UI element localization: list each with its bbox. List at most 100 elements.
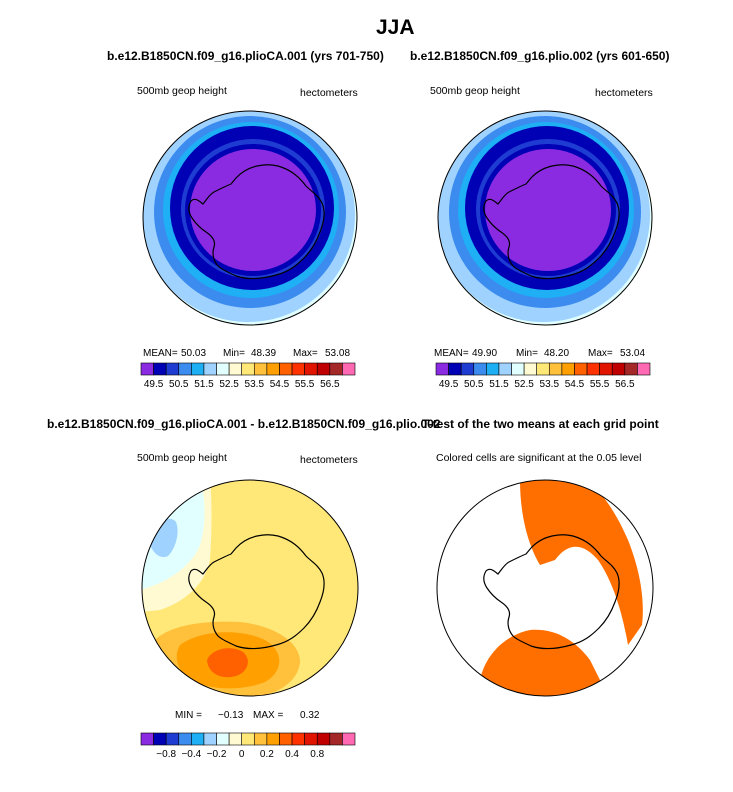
main-title: JJA: [376, 16, 415, 39]
colorbar-bl-swatch: [241, 732, 255, 746]
map-top-left: [143, 111, 357, 325]
colorbar-tr-swatch: [536, 362, 550, 376]
colorbar-top-left: 49.5 50.5 51.5 52.5 53.5 54.5 55.5 56.5: [140, 362, 356, 390]
colorbar-tl-label: 55.5: [295, 379, 315, 390]
stats-max-tr: 53.04: [620, 348, 646, 359]
colorbar-tr-label: 56.5: [615, 379, 635, 390]
panel-title-bottom-left: b.e12.B1850CN.f09_g16.plioCA.001 - b.e12…: [47, 417, 441, 431]
colorbar-bl-swatch: [178, 732, 192, 746]
colorbar-bl-swatch: [191, 732, 205, 746]
colorbar-bl-swatch: [304, 732, 318, 746]
colorbar-tl-label: 51.5: [194, 379, 214, 390]
colorbar-tr-swatch: [523, 362, 538, 376]
colorbar-tr-swatch: [498, 362, 512, 376]
colorbar-bl-label: 0.8: [310, 749, 324, 760]
colorbar-tl-swatch: [165, 362, 180, 376]
stats-min-label-tl: Min=: [223, 348, 245, 359]
stats-min-label-tr: Min=: [516, 348, 538, 359]
colorbar-bl-swatch: [316, 732, 331, 746]
map-border-bottom-right: [436, 479, 654, 697]
colorbar-tr-label: 53.5: [540, 379, 560, 390]
panel-title-top-left: b.e12.B1850CN.f09_g16.plioCA.001 (yrs 70…: [107, 49, 384, 63]
map-top-right: [438, 111, 652, 325]
map-bottom-left: [142, 480, 358, 696]
colorbar-tr-swatch: [586, 362, 600, 376]
colorbar-bl-swatch: [165, 732, 180, 746]
colorbar-tl-swatch: [178, 362, 192, 376]
stats-max-label-tl: Max=: [293, 348, 318, 359]
colorbar-tr-label: 52.5: [514, 379, 534, 390]
colorbar-bl-label: −0.8: [156, 749, 176, 760]
colorbar-tl-swatch: [140, 362, 154, 376]
colorbar-bl-label: 0.4: [285, 749, 299, 760]
colorbar-tl-swatch: [216, 362, 230, 376]
stats-min-label-bl: MIN =: [175, 710, 202, 721]
variable-label-bottom-left: 500mb geop height: [137, 452, 227, 464]
colorbar-tr-label: 50.5: [464, 379, 484, 390]
stats-mean-tl: 50.03: [181, 348, 207, 359]
stats-min-tl: 48.39: [251, 348, 277, 359]
colorbar-bl-label: 0.2: [260, 749, 274, 760]
colorbar-bl-swatch: [140, 732, 154, 746]
colorbar-tr-swatch: [599, 362, 613, 376]
colorbar-tr-swatch: [460, 362, 475, 376]
map-border-top-right: [437, 110, 653, 326]
stats-min-bl: −0.13: [218, 710, 244, 721]
colorbar-bl-label: −0.2: [207, 749, 227, 760]
colorbar-tl-swatch: [279, 362, 293, 376]
colorbar-bottom-left: −0.8 −0.4 −0.2 0 0.2 0.4 0.8: [140, 732, 356, 760]
map-border-bottom-left: [141, 479, 359, 697]
colorbar-tl-swatch: [228, 362, 243, 376]
significance-note: Colored cells are significant at the 0.0…: [436, 452, 642, 464]
colorbar-bl-swatch: [153, 732, 167, 746]
map-border-top-left: [142, 110, 358, 326]
colorbar-bl-swatch: [266, 732, 280, 746]
units-label-top-right: hectometers: [595, 87, 653, 99]
colorbar-tl-label: 54.5: [270, 379, 290, 390]
colorbar-tr-swatch: [435, 362, 449, 376]
colorbar-tl-swatch: [253, 362, 268, 376]
colorbar-bl-swatch: [203, 732, 217, 746]
colorbar-tl-label: 53.5: [245, 379, 265, 390]
stats-max-label-tr: Max=: [588, 348, 613, 359]
colorbar-tl-swatch: [191, 362, 205, 376]
colorbar-bl-swatch: [329, 732, 343, 746]
stats-max-label-bl: MAX =: [253, 710, 284, 721]
panel-title-top-right: b.e12.B1850CN.f09_g16.plio.002 (yrs 601-…: [410, 49, 670, 63]
colorbar-tr-label: 49.5: [439, 379, 459, 390]
colorbar-tl-label: 56.5: [320, 379, 340, 390]
colorbar-bl-swatch: [342, 732, 356, 746]
colorbar-tr-swatch: [637, 362, 651, 376]
variable-label-top-right: 500mb geop height: [430, 85, 520, 97]
colorbar-tl-swatch: [304, 362, 318, 376]
colorbar-tr-swatch: [561, 362, 575, 376]
colorbar-tl-swatch: [316, 362, 331, 376]
colorbar-tr-swatch: [574, 362, 588, 376]
colorbar-tl-swatch: [153, 362, 167, 376]
stats-max-bl: 0.32: [300, 710, 320, 721]
colorbar-bl-label: 0: [239, 749, 245, 760]
stats-max-tl: 53.08: [325, 348, 351, 359]
panel-title-bottom-right: T-test of the two means at each grid poi…: [422, 417, 659, 431]
stats-min-tr: 48.20: [544, 348, 570, 359]
units-label-bottom-left: hectometers: [300, 454, 358, 466]
map-bottom-right: [437, 480, 653, 696]
colorbar-tl-swatch: [291, 362, 305, 376]
stats-mean-tr: 49.90: [472, 348, 498, 359]
stats-mean-label-tl: MEAN=: [143, 348, 178, 359]
colorbar-tr-swatch: [448, 362, 462, 376]
variable-label-top-left: 500mb geop height: [137, 85, 227, 97]
colorbar-tr-swatch: [473, 362, 487, 376]
colorbar-tl-swatch: [342, 362, 356, 376]
colorbar-bl-swatch: [279, 732, 293, 746]
colorbar-tr-swatch: [611, 362, 626, 376]
colorbar-tr-label: 51.5: [489, 379, 509, 390]
colorbar-tr-swatch: [486, 362, 500, 376]
colorbar-tr-swatch: [511, 362, 525, 376]
colorbar-tl-swatch: [203, 362, 217, 376]
colorbar-tr-label: 55.5: [590, 379, 610, 390]
colorbar-tr-swatch: [548, 362, 563, 376]
colorbar-tl-label: 50.5: [169, 379, 189, 390]
colorbar-top-right: 49.5 50.5 51.5 52.5 53.5 54.5 55.5 56.5: [435, 362, 651, 390]
